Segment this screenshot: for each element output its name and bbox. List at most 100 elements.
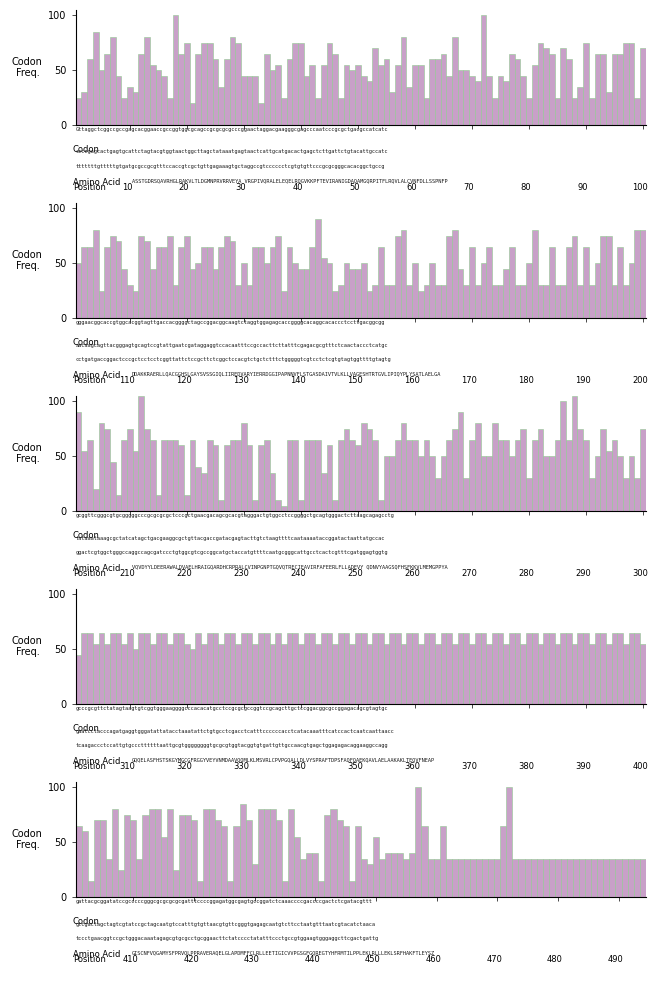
Bar	[110, 633, 116, 704]
Bar	[543, 633, 549, 704]
Bar	[349, 644, 355, 704]
Bar	[513, 859, 519, 897]
Bar	[549, 247, 555, 318]
Bar	[389, 633, 395, 704]
Bar	[591, 859, 597, 897]
Bar	[463, 70, 469, 125]
Bar	[338, 440, 344, 511]
Y-axis label: Codon
Freq.: Codon Freq.	[12, 250, 43, 271]
Text: 330: 330	[233, 762, 249, 771]
Bar	[509, 54, 515, 125]
Bar	[355, 826, 361, 897]
Bar	[321, 258, 327, 318]
Bar	[93, 644, 99, 704]
Bar	[264, 809, 270, 897]
Bar	[300, 859, 306, 897]
Bar	[412, 263, 418, 318]
Bar	[452, 429, 458, 511]
Bar	[138, 54, 144, 125]
Bar	[445, 859, 452, 897]
Bar	[344, 633, 349, 704]
Bar	[389, 285, 395, 318]
Bar	[532, 65, 538, 125]
Bar	[288, 809, 294, 897]
Text: 130: 130	[233, 376, 249, 385]
Bar	[428, 859, 434, 897]
Bar	[173, 440, 179, 511]
Bar	[110, 236, 116, 318]
Bar	[355, 445, 361, 511]
Bar	[275, 65, 281, 125]
Bar	[474, 423, 480, 511]
Bar	[401, 230, 407, 318]
Text: 290: 290	[575, 569, 591, 578]
Text: gaatcctacccagatgaggtgggatattatacctaaatattctgtgcctcgacctcatttccccccacctcatacaaatt: gaatcctacccagatgaggtgggatattatacctaaatat…	[76, 729, 395, 734]
Bar	[463, 285, 469, 318]
Bar	[116, 495, 121, 511]
Text: 400: 400	[632, 762, 648, 771]
Bar	[509, 247, 515, 318]
Bar	[583, 440, 588, 511]
Bar	[526, 633, 532, 704]
Bar	[87, 440, 93, 511]
Bar	[458, 70, 463, 125]
Bar	[235, 43, 241, 125]
Bar	[549, 633, 555, 704]
Bar	[395, 633, 401, 704]
Bar	[196, 263, 201, 318]
Bar	[294, 837, 300, 897]
Bar	[82, 831, 88, 897]
Bar	[526, 98, 532, 125]
Bar	[167, 236, 173, 318]
Text: 150: 150	[347, 376, 363, 385]
Text: 60: 60	[407, 183, 417, 192]
Bar	[321, 633, 327, 704]
Bar	[218, 500, 224, 511]
Bar	[235, 285, 241, 318]
Bar	[415, 787, 422, 897]
Bar	[572, 644, 577, 704]
Bar	[441, 456, 446, 511]
Bar	[577, 87, 583, 125]
Text: 160: 160	[404, 376, 420, 385]
Bar	[600, 633, 606, 704]
Bar	[560, 285, 566, 318]
Text: 230: 230	[233, 569, 249, 578]
Bar	[361, 423, 366, 511]
Bar	[349, 269, 355, 318]
Bar	[138, 396, 144, 511]
Bar	[130, 820, 136, 897]
Bar	[235, 440, 241, 511]
Bar	[446, 236, 452, 318]
Bar	[133, 291, 138, 318]
Bar	[385, 853, 391, 897]
Bar	[133, 649, 138, 704]
Bar	[515, 285, 521, 318]
Bar	[246, 285, 252, 318]
Bar	[480, 263, 486, 318]
Bar	[264, 633, 270, 704]
Bar	[412, 440, 418, 511]
Bar	[492, 285, 498, 318]
Y-axis label: Codon
Freq.: Codon Freq.	[12, 829, 43, 850]
Bar	[173, 285, 179, 318]
Text: 270: 270	[461, 569, 477, 578]
Bar	[156, 495, 161, 511]
Bar	[338, 285, 344, 318]
Text: 300: 300	[632, 569, 648, 578]
Bar	[293, 440, 298, 511]
Bar	[515, 440, 521, 511]
Text: 120: 120	[176, 376, 192, 385]
Bar	[503, 644, 509, 704]
Bar	[623, 644, 629, 704]
Bar	[498, 285, 503, 318]
Bar	[136, 859, 142, 897]
Bar	[372, 285, 378, 318]
Bar	[532, 230, 538, 318]
Bar	[629, 263, 635, 318]
Bar	[330, 809, 337, 897]
Text: tataaataaagcgctatcatagctgacgaaggcgctgttacgaccgatacgagtacttgtctaagttttcaataaaatac: tataaataaagcgctatcatagctgacgaaggcgctgtta…	[76, 536, 385, 541]
Bar	[378, 633, 384, 704]
Bar	[577, 633, 583, 704]
Text: GISCNFVQGAMYSFPRVQLPPRAVERAQELGLAPDMFFCLRLLEETIGICVVPGSGFGQREGTYHFRMTILPPLEKLRLL: GISCNFVQGAMYSFPRVQLPPRAVERAQELGLAPDMFFCL…	[132, 950, 435, 955]
